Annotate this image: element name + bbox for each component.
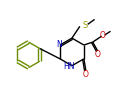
Text: O: O [83,70,89,79]
Text: S: S [82,21,87,30]
Text: HN: HN [63,62,75,71]
Text: O: O [95,50,101,59]
Text: O: O [100,31,106,40]
Text: N: N [56,40,62,49]
